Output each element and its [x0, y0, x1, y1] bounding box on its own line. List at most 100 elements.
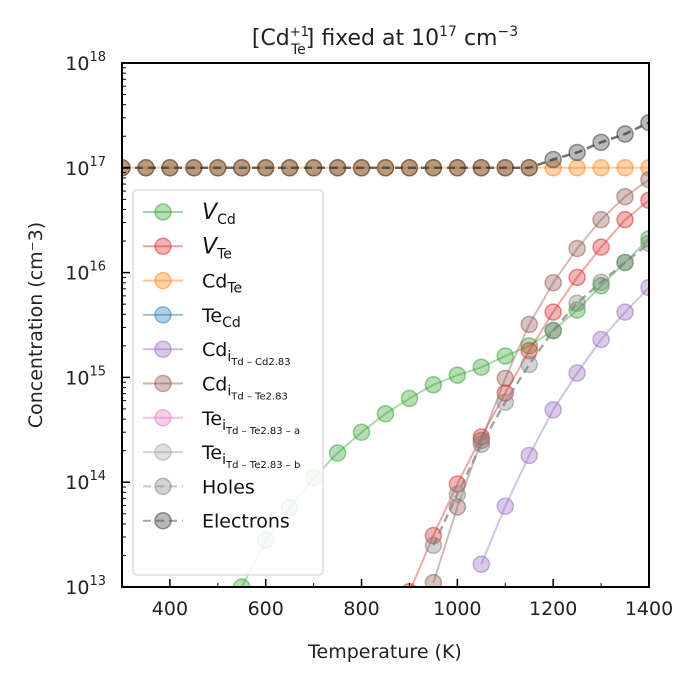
x-tick-label: 1000	[433, 598, 481, 620]
data-point	[448, 485, 467, 503]
y-tick-label: 1018	[65, 50, 106, 75]
legend-label: TeiTd – Te2.83 – a	[201, 408, 300, 437]
legend-main: Holes	[202, 476, 255, 498]
legend-main: Te	[201, 305, 222, 327]
data-point	[472, 435, 491, 454]
data-point	[496, 347, 515, 365]
legend-label: VTe	[202, 234, 232, 262]
data-point	[568, 268, 586, 287]
legend-main: V	[202, 200, 219, 225]
legend-sub: i	[222, 452, 226, 468]
data-point	[520, 315, 538, 334]
data-point	[424, 573, 443, 587]
y-tick-label: 1017	[65, 155, 106, 180]
data-point	[544, 150, 562, 169]
data-point	[640, 234, 649, 253]
data-point	[448, 366, 467, 384]
legend-label: VCd	[202, 200, 236, 228]
data-point	[568, 239, 586, 258]
data-point	[640, 191, 649, 210]
data-point	[520, 446, 538, 465]
data-point	[352, 423, 371, 441]
series-group	[122, 113, 649, 587]
y-tick-label: 1015	[65, 364, 106, 389]
data-point	[616, 210, 634, 229]
data-point	[568, 364, 586, 382]
legend-item: Holes	[143, 476, 255, 498]
y-tick-exp: 14	[89, 469, 106, 484]
legend-item: TeCd	[143, 305, 241, 331]
data-point	[233, 578, 251, 587]
legend-rest: – Te2.83 – a	[238, 426, 300, 437]
data-point	[616, 159, 634, 177]
legend-marker	[154, 271, 172, 290]
legend-sub: i	[222, 418, 226, 434]
legend-item: CdTe	[143, 271, 242, 297]
y-tick-exp: 17	[89, 155, 106, 170]
data-point	[640, 278, 649, 297]
data-point	[616, 187, 634, 206]
data-point	[592, 238, 610, 256]
data-point	[544, 321, 562, 340]
data-point	[280, 159, 299, 177]
legend-main: Cd	[202, 374, 227, 396]
legend-sub: i	[227, 384, 231, 400]
legend-marker	[154, 477, 172, 496]
legend-marker	[154, 203, 172, 221]
legend-item: TeiTd – Te2.83 – b	[143, 442, 300, 471]
series-cdi-cd2-83	[472, 278, 649, 573]
legend-marker	[154, 409, 172, 427]
legend-main: V	[202, 234, 219, 259]
legend-main: Cd	[202, 339, 227, 361]
axes-frame	[121, 62, 650, 588]
legend-sub: Cd	[217, 212, 236, 228]
legend-subsub: Td	[225, 460, 238, 471]
chart-title: [Cd+1 Te] fixed at 1017 cm−3	[252, 24, 518, 58]
x-tick-label: 800	[343, 598, 379, 620]
legend-box	[132, 189, 324, 576]
data-point	[424, 159, 443, 177]
legend-sub: Te	[216, 246, 232, 262]
legend-main: Te	[201, 442, 222, 464]
legend-item: VCd	[143, 200, 236, 228]
data-point	[137, 159, 155, 177]
data-point	[472, 159, 491, 177]
data-point	[520, 355, 538, 374]
legend-label: Holes	[202, 476, 255, 498]
legend-sub: i	[227, 349, 231, 365]
data-point	[472, 555, 491, 573]
legend-marker	[154, 306, 172, 324]
y-tick-label: 1014	[65, 469, 106, 494]
legend-main: Electrons	[202, 511, 290, 533]
data-point	[520, 337, 538, 355]
data-point	[568, 294, 586, 312]
y-tick-base: 10	[65, 158, 89, 180]
x-tick-label: 1200	[529, 598, 577, 620]
data-point	[568, 159, 586, 177]
legend-sub: Cd	[222, 315, 241, 331]
legend-marker	[154, 374, 172, 393]
data-point	[328, 444, 347, 462]
legend-item: CdiTd – Cd2.83	[143, 339, 291, 368]
data-point	[616, 253, 634, 272]
legend-label: CdiTd – Cd2.83	[202, 339, 291, 368]
legend-main: Te	[201, 408, 222, 430]
data-point	[352, 159, 371, 177]
data-point	[568, 143, 586, 162]
legend-sub: Te	[226, 281, 242, 297]
data-point	[544, 303, 562, 321]
legend-label: Electrons	[202, 511, 290, 533]
data-point	[448, 159, 467, 177]
series-line	[122, 121, 649, 170]
y-tick-base: 10	[65, 472, 89, 494]
legend-rest: – Te2.83	[244, 392, 288, 403]
series-electrons	[122, 113, 649, 177]
x-tick-label: 1400	[625, 598, 673, 620]
y-tick-base: 10	[65, 53, 89, 75]
data-point	[424, 376, 443, 394]
data-point	[328, 159, 347, 177]
legend-marker	[154, 237, 172, 256]
series-line	[432, 242, 649, 546]
data-point	[400, 159, 419, 177]
